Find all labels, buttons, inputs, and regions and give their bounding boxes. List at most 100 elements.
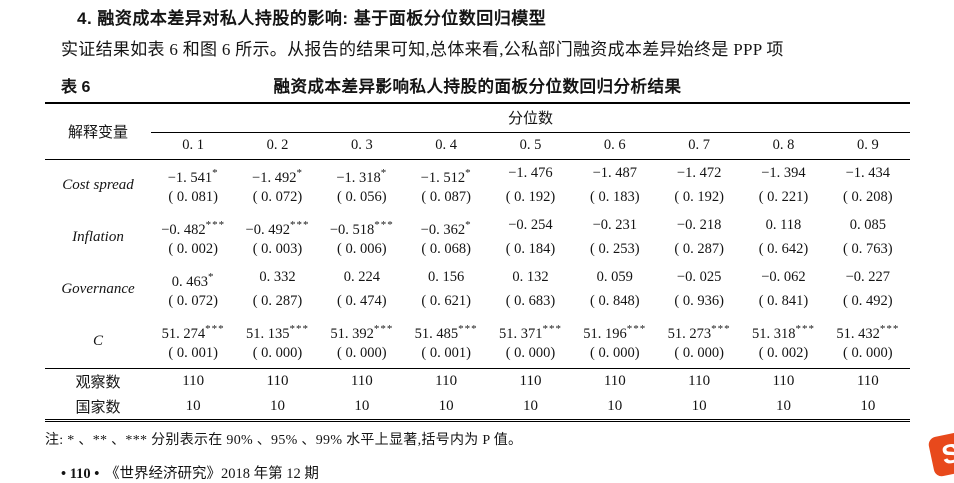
p-value: ( 0. 087) bbox=[421, 189, 471, 205]
coefficient-cell: 0. 332 ( 0. 287) bbox=[235, 264, 319, 316]
coefficient-cell: 51. 371*** ( 0. 000) bbox=[488, 316, 572, 369]
quantile-column-header: 0. 3 bbox=[319, 132, 404, 160]
coefficient-cell: −1. 394 ( 0. 221) bbox=[741, 160, 825, 213]
coefficient-cell: −0. 227 ( 0. 492) bbox=[826, 264, 910, 316]
p-value: ( 0. 056) bbox=[337, 189, 387, 205]
p-value: ( 0. 001) bbox=[168, 345, 218, 361]
coefficient-cell: −1. 476 ( 0. 192) bbox=[488, 160, 572, 213]
significance-stars: * bbox=[212, 167, 219, 179]
coefficient-value: 51. 135*** bbox=[245, 323, 309, 342]
summary-value: 110 bbox=[182, 373, 205, 390]
significance-stars: *** bbox=[205, 219, 226, 231]
coefficient-cell: 51. 318*** ( 0. 002) bbox=[741, 316, 825, 369]
significance-stars: *** bbox=[289, 219, 310, 231]
coefficient-value: −0. 227 bbox=[845, 269, 891, 285]
coefficient-value: −0. 254 bbox=[508, 217, 553, 233]
summary-row: 观察数 110 110 110 110 110 110 110 110 110 bbox=[45, 369, 910, 395]
coefficient-row: Inflation −0. 482*** ( 0. 002) −0. 492*** ( … bbox=[45, 212, 910, 264]
significance-stars: *** bbox=[458, 323, 478, 335]
coefficient-cell: 0. 132 ( 0. 683) bbox=[488, 264, 572, 316]
variable-label: Governance bbox=[61, 281, 135, 297]
coefficient-cell: 51. 274*** ( 0. 001) bbox=[151, 316, 235, 369]
significance-stars: *** bbox=[289, 323, 309, 335]
p-value: ( 0. 068) bbox=[421, 241, 471, 257]
coefficient-value: −1. 512* bbox=[420, 167, 472, 186]
p-value: ( 0. 002) bbox=[168, 241, 218, 257]
summary-value: 10 bbox=[691, 398, 707, 415]
header-explained-variable: 解释变量 bbox=[45, 103, 151, 160]
quantile-column-header: 0. 4 bbox=[403, 132, 489, 160]
summary-value: 110 bbox=[435, 373, 458, 390]
significance-stars: *** bbox=[711, 323, 731, 335]
p-value: ( 0. 000) bbox=[674, 345, 724, 361]
p-value: ( 0. 621) bbox=[421, 293, 471, 309]
coefficient-value: 51. 392*** bbox=[330, 323, 394, 342]
significance-stars: *** bbox=[879, 323, 900, 335]
significance-stars: *** bbox=[374, 219, 394, 231]
coefficient-row: C 51. 274***( 0. 001) 51. 135***( 0. 000) 5… bbox=[45, 316, 910, 369]
table-caption: 表 6 融资成本差异影响私人持股的面板分位数回归分析结果 bbox=[45, 73, 910, 97]
summary-value: 110 bbox=[688, 373, 711, 390]
coefficient-cell: −1. 487 ( 0. 183) bbox=[573, 160, 657, 213]
coefficient-value: −1. 476 bbox=[508, 165, 553, 181]
table-title: 融资成本差异影响私人持股的面板分位数回归分析结果 bbox=[273, 78, 682, 96]
quantile-column-header: 0. 9 bbox=[825, 132, 910, 160]
significance-stars: *** bbox=[373, 323, 394, 335]
coefficient-value: −1. 541* bbox=[167, 167, 219, 186]
coefficient-cell: 51. 196*** ( 0. 000) bbox=[573, 316, 657, 369]
coefficient-value: 51. 485*** bbox=[414, 323, 478, 342]
coefficient-cell: 51. 273*** ( 0. 000) bbox=[657, 316, 741, 369]
coefficient-value: 0. 463* bbox=[171, 271, 215, 290]
coefficient-cell: −0. 492*** ( 0. 003) bbox=[235, 212, 319, 264]
coefficient-value: −1. 394 bbox=[761, 165, 806, 181]
coefficient-value: −0. 025 bbox=[676, 269, 722, 285]
variable-label: Inflation bbox=[72, 229, 124, 245]
coefficient-cell: 0. 118 ( 0. 642) bbox=[741, 212, 825, 264]
p-value: ( 0. 208) bbox=[843, 189, 893, 205]
coefficient-cell: −0. 254 ( 0. 184) bbox=[488, 212, 572, 264]
coefficient-value: 0. 085 bbox=[849, 217, 886, 233]
coefficient-value: 0. 156 bbox=[428, 269, 465, 285]
summary-value: 10 bbox=[354, 398, 370, 415]
summary-value: 110 bbox=[856, 373, 879, 390]
coefficient-cell: 0. 463* ( 0. 072) bbox=[151, 264, 235, 316]
coefficient-cell: 51. 432*** ( 0. 000) bbox=[826, 316, 910, 369]
table-note: 注: * 、** 、*** 分别表示在 90% 、95% 、99% 水平上显著,… bbox=[45, 433, 523, 448]
header-quantile-group: 分位数 bbox=[151, 103, 910, 133]
significance-stars: *** bbox=[542, 323, 562, 335]
p-value: ( 0. 287) bbox=[674, 241, 724, 257]
summary-value: 10 bbox=[438, 398, 454, 415]
quantile-column-header: 0. 7 bbox=[656, 132, 742, 160]
page-number: • 110 • bbox=[61, 466, 100, 482]
coefficient-value: −1. 487 bbox=[592, 165, 638, 181]
summary-value: 110 bbox=[772, 373, 795, 390]
p-value: ( 0. 848) bbox=[590, 293, 640, 309]
summary-value: 10 bbox=[269, 398, 285, 415]
p-value: ( 0. 287) bbox=[252, 293, 303, 309]
p-value: ( 0. 081) bbox=[168, 189, 218, 205]
significance-stars: * bbox=[208, 271, 215, 283]
quantile-column-header: 0. 6 bbox=[572, 132, 657, 160]
p-value: ( 0. 006) bbox=[337, 241, 387, 257]
p-value: ( 0. 000) bbox=[843, 345, 893, 361]
summary-value: 10 bbox=[185, 398, 201, 415]
coefficient-cell: −0. 025 ( 0. 936) bbox=[657, 264, 741, 316]
coefficient-value: 0. 332 bbox=[259, 269, 296, 285]
table-header-row-group: 解释变量 分位数 bbox=[45, 103, 910, 160]
coefficient-value: 51. 371*** bbox=[498, 323, 562, 342]
p-value: ( 0. 683) bbox=[505, 293, 556, 309]
p-value: ( 0. 002) bbox=[758, 345, 809, 361]
significance-stars: *** bbox=[205, 323, 225, 335]
page-footer: • 110 • 《世界经济研究》2018 年第 12 期 bbox=[61, 462, 910, 483]
summary-value: 110 bbox=[350, 373, 373, 390]
coefficient-cell: 0. 224 ( 0. 474) bbox=[320, 264, 404, 316]
coefficient-value: −0. 492*** bbox=[245, 219, 310, 238]
p-value: ( 0. 000) bbox=[252, 345, 303, 361]
coefficient-value: −1. 434 bbox=[845, 165, 891, 181]
coefficient-value: −0. 062 bbox=[761, 269, 806, 285]
coefficient-cell: −0. 231 ( 0. 253) bbox=[573, 212, 657, 264]
coefficient-cell: −1. 318* ( 0. 056) bbox=[320, 160, 404, 213]
coefficient-cell: −1. 492* ( 0. 072) bbox=[235, 160, 319, 213]
coefficient-value: −0. 218 bbox=[676, 217, 722, 233]
coefficient-value: 51. 196*** bbox=[583, 323, 647, 342]
